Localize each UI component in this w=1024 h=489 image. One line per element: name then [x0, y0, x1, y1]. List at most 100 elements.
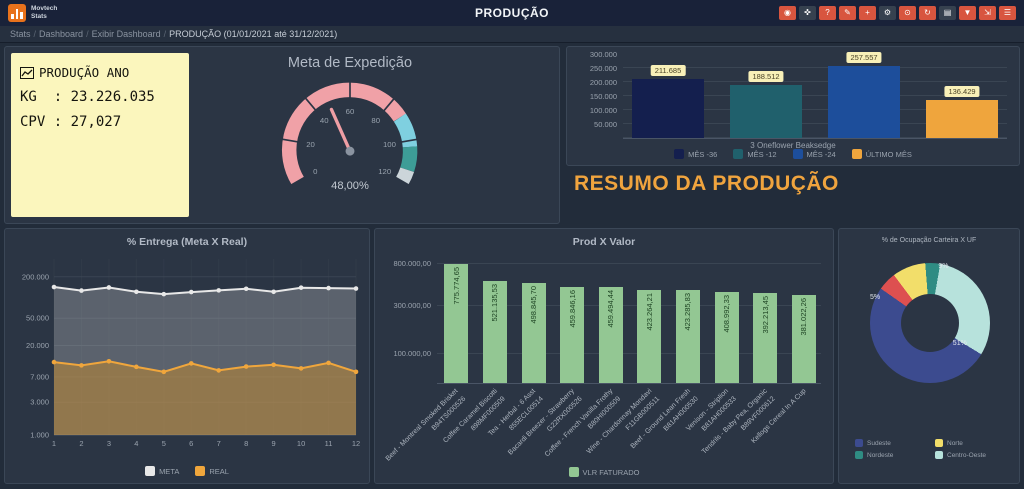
- toolbar-power-button[interactable]: ⊙: [899, 6, 916, 20]
- bar-item[interactable]: 459.494,44: [598, 287, 623, 383]
- bar-m-s-12[interactable]: 188.512: [730, 71, 802, 138]
- legend-item[interactable]: Centro-Oeste: [935, 451, 1015, 459]
- bar-value-label: 381.022,26: [799, 298, 809, 336]
- prod-legend: VLR FATURADO: [375, 467, 833, 477]
- bar-value-label: 136.429: [944, 86, 980, 97]
- svg-text:10: 10: [297, 439, 305, 448]
- bar-value-label: 392.213,45: [760, 296, 770, 334]
- svg-text:60: 60: [346, 107, 355, 116]
- app-header: Movtech Stats PRODUÇÃO ◉ ✜? ✎ + ⚙ ⊙ ↻ ▤ ▼ ⇲ ☰: [0, 0, 1024, 26]
- legend-swatch: [855, 439, 863, 447]
- legend-swatch: [851, 149, 862, 159]
- gridline: [437, 305, 821, 307]
- legend-swatch: [568, 467, 579, 477]
- svg-text:7.000: 7.000: [30, 372, 49, 381]
- x-axis-line: [437, 383, 821, 384]
- svg-text:3.000: 3.000: [30, 398, 49, 407]
- legend-label: MÊS -12: [747, 149, 777, 159]
- legend-label: MÊS -36: [688, 149, 718, 159]
- bar-item[interactable]: 459.846,16: [560, 287, 585, 383]
- bar-value-label: 188.512: [748, 71, 784, 82]
- panel-entrega-meta-real: % Entrega (Meta X Real) 1 2 3 4 5 6 7 8 9 10 11 12 2…: [4, 228, 370, 484]
- bar-item[interactable]: 381.022,26: [791, 295, 816, 383]
- bar--ltimo-m-s[interactable]: 136.429: [926, 86, 998, 138]
- axis-tick-label: 300.000,00: [393, 301, 431, 311]
- bar-item[interactable]: 498.845,70: [521, 283, 546, 383]
- toolbar-add-button[interactable]: +: [859, 6, 876, 20]
- axis-tick-label: 250.000: [589, 64, 617, 73]
- breadcrumb-separator: /: [33, 29, 37, 39]
- legend-item[interactable]: Norte: [935, 439, 1015, 447]
- toolbar-refresh-button[interactable]: ↻: [919, 6, 936, 20]
- bar-value-label: 498.845,70: [529, 286, 538, 324]
- donut-hole: [901, 294, 959, 352]
- toolbar-edit-button[interactable]: ✎: [839, 6, 856, 20]
- app-logo[interactable]: Movtech Stats: [8, 4, 57, 22]
- toolbar-expand-button[interactable]: ⇲: [979, 6, 996, 20]
- svg-text:4: 4: [134, 439, 138, 448]
- toolbar-apps-button[interactable]: ▤: [939, 6, 956, 20]
- page-title: PRODUÇÃO: [474, 6, 549, 20]
- legend-label: MÊS -24: [806, 149, 836, 159]
- svg-text:120: 120: [378, 167, 392, 176]
- breadcrumb-link[interactable]: Dashboard: [39, 29, 84, 39]
- gridline: [437, 352, 821, 354]
- bar-m-s-24[interactable]: 257.557: [828, 52, 900, 138]
- monthly-yaxis: 300.000 250.000 200.000 150.000 100.000 50.00…: [569, 48, 617, 132]
- prod-plot: 800.000,00 300.000,00 100.000,00 775.774,65…: [375, 229, 833, 483]
- legend-item[interactable]: MÊS -12: [733, 149, 777, 159]
- donut-title: % de Ocupação Carteira X UF: [881, 237, 977, 244]
- legend-item[interactable]: Nordeste: [855, 451, 935, 459]
- bar-m-s-36[interactable]: 211.685: [632, 65, 704, 138]
- breadcrumb-current: PRODUÇÃO (01/01/2021 até 31/12/2021): [169, 29, 338, 39]
- legend-swatch: [145, 466, 156, 476]
- legend-item[interactable]: REAL: [195, 466, 229, 476]
- svg-text:3: 3: [107, 439, 111, 448]
- toolbar-filter-button[interactable]: ▼: [959, 6, 976, 20]
- gauge-meta-expedicao: Meta de Expedição 0 20 40 60 80 100 120 48,00%: [243, 51, 457, 219]
- bar-item[interactable]: 408.992,33: [714, 292, 739, 383]
- breadcrumb-separator: /: [163, 29, 167, 39]
- legend-item[interactable]: MÊS -36: [674, 149, 717, 159]
- svg-text:0: 0: [313, 167, 318, 176]
- toolbar-settings-button[interactable]: ⚙: [879, 6, 896, 20]
- bar-item[interactable]: 521.135,53: [482, 281, 507, 383]
- bar-item[interactable]: 423.285,83: [675, 290, 700, 383]
- legend-label: REAL: [209, 466, 229, 476]
- bar-item[interactable]: 392.213,45: [753, 293, 778, 383]
- svg-text:200.000: 200.000: [22, 272, 49, 281]
- toolbar-help-button[interactable]: ?: [819, 6, 836, 20]
- panel-producao-ano: PRODUÇÃO ANO KG : 23.226.035 CPV : 27,02…: [4, 46, 560, 224]
- breadcrumb-link[interactable]: Stats: [10, 29, 31, 39]
- panel-prod-x-valor: Prod X Valor 800.000,00 300.000,00 100.000…: [374, 228, 834, 484]
- logo-line2: Stats: [31, 13, 47, 20]
- svg-text:12: 12: [352, 439, 360, 448]
- legend-item[interactable]: META: [145, 466, 179, 476]
- legend-label: ÚLTIMO MÊS: [865, 149, 912, 159]
- svg-text:1: 1: [52, 439, 56, 448]
- bar-item[interactable]: 423.264,21: [637, 290, 662, 383]
- toolbar-camera-button[interactable]: ◉: [779, 6, 796, 20]
- svg-text:8: 8: [244, 439, 248, 448]
- bar-value-label: 423.285,83: [683, 293, 693, 331]
- svg-text:5: 5: [162, 439, 166, 448]
- legend-label: VLR FATURADO: [582, 467, 640, 477]
- legend-item[interactable]: VLR FATURADO: [568, 467, 640, 477]
- legend-swatch: [195, 466, 206, 476]
- toolbar-pin-button[interactable]: ✜: [799, 6, 816, 20]
- legend-item[interactable]: MÊS -24: [792, 149, 836, 159]
- legend-item[interactable]: Sudeste: [855, 439, 935, 447]
- note-title-row: PRODUÇÃO ANO: [20, 65, 180, 80]
- axis-tick-label: 100.000,00: [393, 348, 431, 358]
- svg-text:100: 100: [383, 140, 397, 149]
- svg-text:11: 11: [325, 439, 333, 448]
- breadcrumb-link[interactable]: Exibir Dashboard: [91, 29, 161, 39]
- legend-item[interactable]: ÚLTIMO MÊS: [851, 149, 912, 159]
- toolbar-menu-button[interactable]: ☰: [999, 6, 1016, 20]
- bar-value-label: 408.992,33: [722, 295, 731, 333]
- bar-value-label: 521.135,53: [490, 284, 500, 322]
- axis-tick-label: 100.000: [589, 106, 617, 115]
- bar-value-label: 257.557: [846, 52, 882, 63]
- bar-item[interactable]: 775.774,65: [444, 264, 469, 383]
